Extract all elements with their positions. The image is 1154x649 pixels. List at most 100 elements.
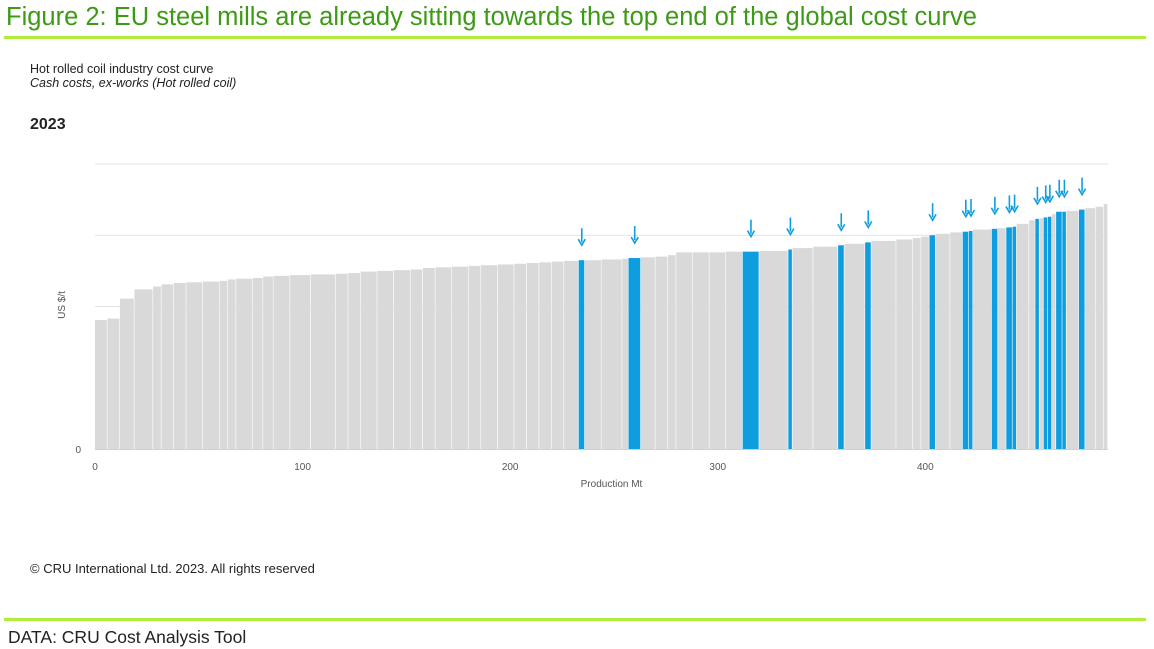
bar xyxy=(290,275,311,449)
bar xyxy=(709,252,726,449)
x-tick-label: 400 xyxy=(917,462,934,473)
chart-subtitle: Cash costs, ex-works (Hot rolled coil) xyxy=(30,76,237,90)
bar xyxy=(377,270,394,449)
bar xyxy=(119,298,134,449)
eu-arrow-icon xyxy=(1033,186,1042,206)
bar xyxy=(640,257,655,449)
x-axis-label: Production Mt xyxy=(581,479,643,490)
eu-bar xyxy=(968,230,973,449)
bar xyxy=(335,273,348,449)
eu-arrow-icon xyxy=(837,213,846,232)
eu-arrow-icon xyxy=(966,198,976,218)
eu-arrow-icon xyxy=(864,210,873,229)
bar xyxy=(310,274,336,449)
bar xyxy=(1039,218,1044,449)
bar xyxy=(227,279,236,449)
eu-bar xyxy=(929,235,936,449)
bar xyxy=(173,282,186,449)
bar xyxy=(95,320,107,449)
bar xyxy=(1066,211,1079,449)
bar xyxy=(1016,223,1029,449)
bar xyxy=(997,228,1006,449)
bar xyxy=(410,269,423,449)
bar xyxy=(896,239,913,449)
copyright-notice: © CRU International Ltd. 2023. All right… xyxy=(30,561,315,576)
bar xyxy=(655,256,668,449)
bar xyxy=(161,284,174,449)
bar xyxy=(813,246,838,449)
bar xyxy=(539,262,552,449)
eu-arrow-icon xyxy=(928,203,937,222)
bar xyxy=(514,263,527,449)
title-rule xyxy=(4,36,1146,39)
bar xyxy=(792,248,813,449)
eu-bar xyxy=(1062,211,1066,449)
bar xyxy=(393,270,410,449)
bar xyxy=(1085,208,1095,449)
eu-bar xyxy=(1035,218,1039,449)
bar xyxy=(584,260,601,449)
footer-rule xyxy=(4,618,1146,621)
bar xyxy=(186,282,203,449)
bar xyxy=(273,275,290,449)
eu-arrow-icon xyxy=(577,228,586,247)
bar xyxy=(726,251,743,449)
eu-arrow-icon xyxy=(1005,195,1014,215)
bar xyxy=(422,268,435,449)
eu-arrow-icon xyxy=(786,217,795,237)
eu-bar xyxy=(962,231,969,449)
cost-curve-chart: 0 100 200 300 400 0 Production Mt US $/t xyxy=(57,163,1108,490)
bar xyxy=(202,281,219,449)
eu-arrow-icon xyxy=(630,226,639,245)
eu-arrow-icon xyxy=(1010,194,1019,214)
data-source: DATA: CRU Cost Analysis Tool xyxy=(8,627,247,647)
bar xyxy=(871,240,896,449)
bar xyxy=(950,232,963,449)
bar xyxy=(252,278,263,449)
x-tick-label: 0 xyxy=(92,462,98,473)
eu-bar xyxy=(578,260,585,449)
bar xyxy=(1029,220,1035,449)
bar xyxy=(921,236,929,449)
bar xyxy=(134,289,153,449)
bar xyxy=(348,273,361,449)
bar xyxy=(1095,206,1104,449)
y-tick-label: 0 xyxy=(75,445,81,456)
eu-arrow-icon xyxy=(1077,177,1087,197)
eu-arrow-icon xyxy=(746,219,756,239)
bar xyxy=(360,271,377,449)
bar xyxy=(844,243,865,449)
y-axis-label: US $/t xyxy=(57,291,68,319)
eu-bar xyxy=(1056,211,1062,449)
bar xyxy=(601,259,622,449)
bar xyxy=(452,266,469,449)
bar xyxy=(622,258,628,449)
eu-bar xyxy=(865,242,871,449)
eu-bar xyxy=(838,245,844,449)
bar xyxy=(526,263,539,449)
chart-title: Hot rolled coil industry cost curve xyxy=(30,62,214,76)
bar xyxy=(912,238,921,449)
bar xyxy=(435,267,452,449)
eu-arrow-icon xyxy=(1060,179,1069,199)
bar xyxy=(692,252,709,449)
bar xyxy=(219,280,228,449)
eu-bar xyxy=(1012,226,1017,449)
eu-bar xyxy=(991,228,998,449)
bar xyxy=(1103,203,1108,449)
bar xyxy=(236,278,253,449)
bar xyxy=(1051,213,1056,449)
bar xyxy=(667,255,676,449)
eu-bar xyxy=(1006,227,1012,449)
bar xyxy=(973,229,992,449)
x-tick-label: 200 xyxy=(502,462,519,473)
bar xyxy=(759,250,788,449)
eu-bar xyxy=(788,249,792,449)
eu-bar xyxy=(1043,217,1048,449)
bar xyxy=(468,265,481,449)
bar xyxy=(676,252,693,449)
x-tick-label: 300 xyxy=(709,462,726,473)
bar xyxy=(564,260,579,449)
eu-bar xyxy=(742,251,759,449)
bar xyxy=(263,276,273,449)
